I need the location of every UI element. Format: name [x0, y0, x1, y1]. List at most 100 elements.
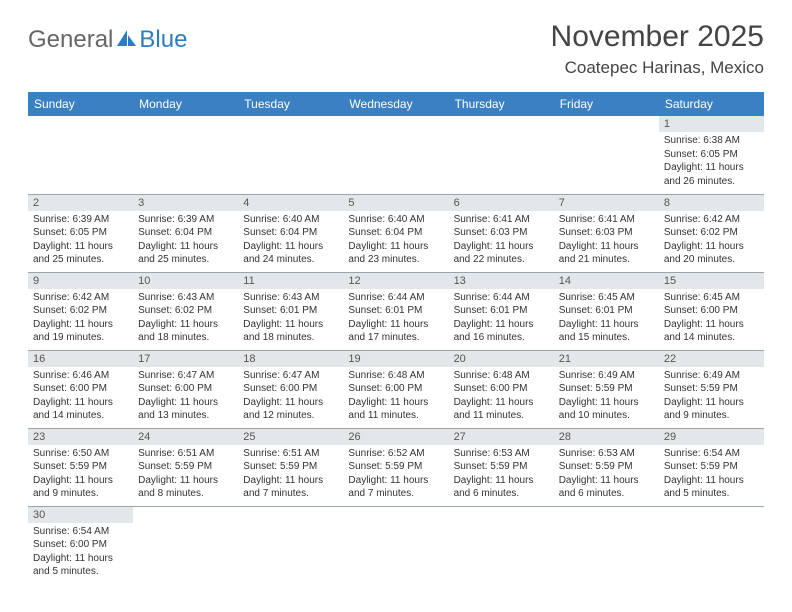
- sunset-line: Sunset: 5:59 PM: [243, 460, 338, 474]
- day-body: Sunrise: 6:43 AMSunset: 6:02 PMDaylight:…: [133, 289, 238, 349]
- weekday-header: Wednesday: [343, 92, 448, 116]
- sunrise-line: Sunrise: 6:39 AM: [33, 213, 128, 227]
- calendar-cell: 17Sunrise: 6:47 AMSunset: 6:00 PMDayligh…: [133, 350, 238, 428]
- day-number: 13: [449, 273, 554, 289]
- calendar-row: 30Sunrise: 6:54 AMSunset: 6:00 PMDayligh…: [28, 506, 764, 584]
- sunset-line: Sunset: 6:04 PM: [243, 226, 338, 240]
- sunrise-line: Sunrise: 6:40 AM: [243, 213, 338, 227]
- day-number: 29: [659, 429, 764, 445]
- day-body: Sunrise: 6:40 AMSunset: 6:04 PMDaylight:…: [343, 211, 448, 271]
- sunset-line: Sunset: 6:02 PM: [664, 226, 759, 240]
- day-body: Sunrise: 6:46 AMSunset: 6:00 PMDaylight:…: [28, 367, 133, 427]
- sunrise-line: Sunrise: 6:48 AM: [348, 369, 443, 383]
- weekday-header: Monday: [133, 92, 238, 116]
- day-body: Sunrise: 6:40 AMSunset: 6:04 PMDaylight:…: [238, 211, 343, 271]
- daylight-line: Daylight: 11 hours and 24 minutes.: [243, 240, 338, 267]
- day-number: 17: [133, 351, 238, 367]
- calendar-row: 16Sunrise: 6:46 AMSunset: 6:00 PMDayligh…: [28, 350, 764, 428]
- calendar-cell: [343, 116, 448, 194]
- sunrise-line: Sunrise: 6:52 AM: [348, 447, 443, 461]
- sunset-line: Sunset: 6:03 PM: [454, 226, 549, 240]
- calendar-cell: [449, 116, 554, 194]
- calendar-cell: 12Sunrise: 6:44 AMSunset: 6:01 PMDayligh…: [343, 272, 448, 350]
- calendar-cell: 10Sunrise: 6:43 AMSunset: 6:02 PMDayligh…: [133, 272, 238, 350]
- calendar-cell: [554, 116, 659, 194]
- sunrise-line: Sunrise: 6:50 AM: [33, 447, 128, 461]
- daylight-line: Daylight: 11 hours and 7 minutes.: [243, 474, 338, 501]
- sunset-line: Sunset: 6:00 PM: [33, 538, 128, 552]
- title-block: November 2025 Coatepec Harinas, Mexico: [551, 20, 764, 78]
- day-number: 10: [133, 273, 238, 289]
- calendar-cell: 6Sunrise: 6:41 AMSunset: 6:03 PMDaylight…: [449, 194, 554, 272]
- day-number: 24: [133, 429, 238, 445]
- sunrise-line: Sunrise: 6:45 AM: [559, 291, 654, 305]
- calendar-cell: [28, 116, 133, 194]
- calendar-cell: 20Sunrise: 6:48 AMSunset: 6:00 PMDayligh…: [449, 350, 554, 428]
- calendar-cell: 25 Sunrise: 6:51 AMSunset: 5:59 PMDayligh…: [238, 428, 343, 506]
- day-body: Sunrise: 6:44 AMSunset: 6:01 PMDaylight:…: [343, 289, 448, 349]
- sunrise-line: Sunrise: 6:45 AM: [664, 291, 759, 305]
- sunset-line: Sunset: 5:59 PM: [559, 382, 654, 396]
- calendar-cell: 21Sunrise: 6:49 AMSunset: 5:59 PMDayligh…: [554, 350, 659, 428]
- sunset-line: Sunset: 5:59 PM: [348, 460, 443, 474]
- day-body: Sunrise: 6:45 AMSunset: 6:00 PMDaylight:…: [659, 289, 764, 349]
- sunset-line: Sunset: 6:05 PM: [664, 148, 759, 162]
- sunrise-line: Sunrise: 6:47 AM: [243, 369, 338, 383]
- sunrise-line: Sunrise: 6:53 AM: [559, 447, 654, 461]
- sunset-line: Sunset: 6:01 PM: [454, 304, 549, 318]
- calendar-cell: [449, 506, 554, 584]
- sunrise-line: Sunrise: 6:42 AM: [33, 291, 128, 305]
- day-body: Sunrise: 6:47 AMSunset: 6:00 PMDaylight:…: [133, 367, 238, 427]
- calendar-cell: 29Sunrise: 6:54 AMSunset: 5:59 PMDayligh…: [659, 428, 764, 506]
- day-body: Sunrise: 6:52 AMSunset: 5:59 PMDaylight:…: [343, 445, 448, 505]
- calendar-cell: 14Sunrise: 6:45 AMSunset: 6:01 PMDayligh…: [554, 272, 659, 350]
- sunrise-line: Sunrise: 6:51 AM: [138, 447, 233, 461]
- sunrise-line: Sunrise: 6:51 AM: [243, 447, 338, 461]
- sunrise-line: Sunrise: 6:54 AM: [664, 447, 759, 461]
- calendar-cell: 28Sunrise: 6:53 AMSunset: 5:59 PMDayligh…: [554, 428, 659, 506]
- calendar-cell: 18Sunrise: 6:47 AMSunset: 6:00 PMDayligh…: [238, 350, 343, 428]
- daylight-line: Daylight: 11 hours and 8 minutes.: [138, 474, 233, 501]
- daylight-line: Daylight: 11 hours and 16 minutes.: [454, 318, 549, 345]
- daylight-line: Daylight: 11 hours and 21 minutes.: [559, 240, 654, 267]
- day-number: 20: [449, 351, 554, 367]
- sunset-line: Sunset: 5:59 PM: [454, 460, 549, 474]
- day-number: 7: [554, 195, 659, 211]
- day-number: 16: [28, 351, 133, 367]
- calendar-cell: [343, 506, 448, 584]
- sunset-line: Sunset: 6:01 PM: [243, 304, 338, 318]
- weekday-header: Tuesday: [238, 92, 343, 116]
- sunrise-line: Sunrise: 6:40 AM: [348, 213, 443, 227]
- calendar-cell: [554, 506, 659, 584]
- day-body: Sunrise: 6:48 AMSunset: 6:00 PMDaylight:…: [343, 367, 448, 427]
- sunrise-line: Sunrise: 6:49 AM: [559, 369, 654, 383]
- sunset-line: Sunset: 6:01 PM: [348, 304, 443, 318]
- day-number: 2: [28, 195, 133, 211]
- calendar-cell: 16Sunrise: 6:46 AMSunset: 6:00 PMDayligh…: [28, 350, 133, 428]
- calendar-cell: 3Sunrise: 6:39 AMSunset: 6:04 PMDaylight…: [133, 194, 238, 272]
- day-number: 25: [238, 429, 343, 445]
- calendar-cell: 2Sunrise: 6:39 AMSunset: 6:05 PMDaylight…: [28, 194, 133, 272]
- sunset-line: Sunset: 6:01 PM: [559, 304, 654, 318]
- day-number: 5: [343, 195, 448, 211]
- daylight-line: Daylight: 11 hours and 18 minutes.: [243, 318, 338, 345]
- sunrise-line: Sunrise: 6:41 AM: [454, 213, 549, 227]
- daylight-line: Daylight: 11 hours and 25 minutes.: [33, 240, 128, 267]
- day-body: Sunrise: 6:54 AMSunset: 6:00 PMDaylight:…: [28, 523, 133, 583]
- sunset-line: Sunset: 6:00 PM: [454, 382, 549, 396]
- daylight-line: Daylight: 11 hours and 9 minutes.: [664, 396, 759, 423]
- day-number: 26: [343, 429, 448, 445]
- calendar-cell: [133, 506, 238, 584]
- sunrise-line: Sunrise: 6:48 AM: [454, 369, 549, 383]
- day-number: 23: [28, 429, 133, 445]
- day-body: Sunrise: 6:44 AMSunset: 6:01 PMDaylight:…: [449, 289, 554, 349]
- daylight-line: Daylight: 11 hours and 6 minutes.: [454, 474, 549, 501]
- sunset-line: Sunset: 6:00 PM: [138, 382, 233, 396]
- sunrise-line: Sunrise: 6:54 AM: [33, 525, 128, 539]
- day-number: 30: [28, 507, 133, 523]
- sunrise-line: Sunrise: 6:44 AM: [348, 291, 443, 305]
- daylight-line: Daylight: 11 hours and 14 minutes.: [664, 318, 759, 345]
- page-subtitle: Coatepec Harinas, Mexico: [551, 58, 764, 78]
- sunset-line: Sunset: 6:04 PM: [138, 226, 233, 240]
- day-body: Sunrise: 6:51 AMSunset: 5:59 PMDaylight:…: [133, 445, 238, 505]
